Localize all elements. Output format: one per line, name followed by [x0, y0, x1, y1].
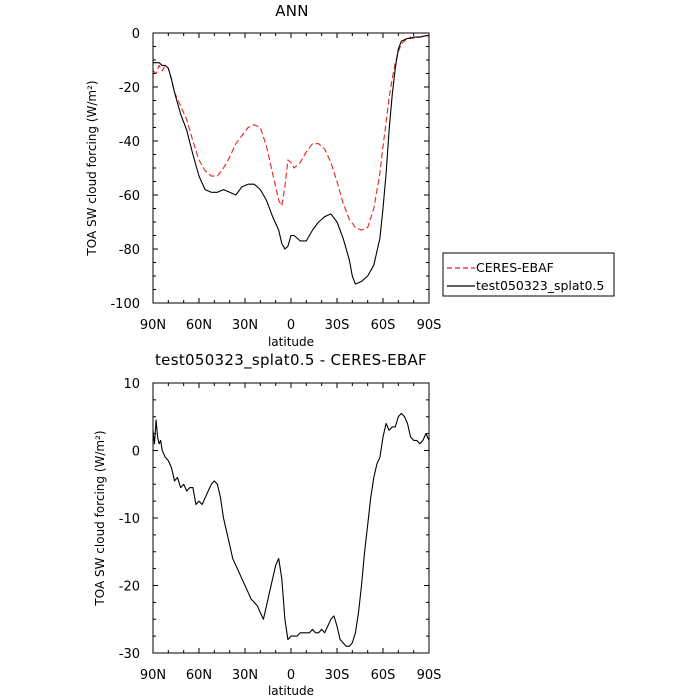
bottom-chart-title: test050323_splat0.5 - CERES-EBAF	[155, 351, 427, 370]
legend: CERES-EBAF test050323_splat0.5	[442, 252, 615, 297]
bottom-y-tick-label: -20	[119, 580, 140, 595]
bottom-y-axis-label: TOA SW cloud forcing (W/m²)	[93, 430, 107, 606]
top-panel: ANN 90N 60N 30N 0 30S 60S 90S -100 -80 -60 -40 -20…	[85, 2, 615, 349]
bottom-series-group	[152, 412, 430, 647]
top-x-tick-labels: 90N 60N 30N 0 30S 60S 90S	[140, 318, 442, 333]
top-x-axis-label: latitude	[268, 335, 314, 349]
top-y-tick-label: 0	[132, 27, 140, 42]
top-series-line-ceres-ebaf	[152, 35, 429, 231]
top-series-line-test050323-splat0-5	[153, 35, 429, 285]
top-y-axis-label: TOA SW cloud forcing (W/m²)	[85, 80, 99, 256]
top-x-tick-label: 0	[287, 318, 295, 333]
bottom-x-tick-label: 90N	[140, 668, 166, 683]
bottom-panel: test050323_splat0.5 - CERES-EBAF 90N 60N 3…	[93, 351, 441, 698]
bottom-x-tick-label: 60N	[186, 668, 212, 683]
bottom-tick-marks	[152, 382, 430, 654]
bottom-x-tick-label: 60S	[371, 668, 396, 683]
bottom-x-tick-labels: 90N 60N 30N 0 30S 60S 90S	[140, 668, 442, 683]
top-x-tick-label: 60N	[186, 318, 212, 333]
top-x-tick-label: 90N	[140, 318, 166, 333]
legend-box	[442, 252, 615, 297]
top-plot-frame	[152, 32, 430, 304]
top-y-tick-label: -100	[110, 297, 140, 312]
bottom-plot-frame	[152, 382, 430, 654]
top-x-tick-label: 30N	[232, 318, 258, 333]
bottom-x-tick-label: 0	[287, 668, 295, 683]
top-y-tick-labels: -100 -80 -60 -40 -20 0	[110, 27, 140, 312]
bottom-x-tick-label: 30N	[232, 668, 258, 683]
bottom-x-tick-label: 90S	[417, 668, 442, 683]
top-x-tick-label: 60S	[371, 318, 396, 333]
bottom-series-line-difference	[152, 412, 430, 647]
top-y-tick-label: -80	[119, 243, 140, 258]
legend-label-test: test050323_splat0.5	[476, 278, 604, 293]
top-x-tick-label: 90S	[417, 318, 442, 333]
top-y-tick-label: -20	[119, 81, 140, 96]
top-tick-marks	[152, 32, 430, 304]
legend-label-ceres: CERES-EBAF	[476, 260, 554, 275]
top-y-tick-label: -40	[119, 135, 140, 150]
top-series-group	[152, 35, 429, 285]
top-chart-title: ANN	[275, 2, 309, 20]
bottom-y-tick-labels: -30 -20 -10 0 10	[119, 377, 140, 662]
top-y-tick-label: -60	[119, 189, 140, 204]
bottom-y-tick-label: -10	[119, 512, 140, 527]
bottom-y-tick-label: 0	[132, 445, 140, 460]
bottom-x-tick-label: 30S	[325, 668, 350, 683]
bottom-x-axis-label: latitude	[268, 684, 314, 698]
bottom-y-tick-label: 10	[123, 377, 140, 392]
top-x-tick-label: 30S	[325, 318, 350, 333]
bottom-y-tick-label: -30	[119, 647, 140, 662]
